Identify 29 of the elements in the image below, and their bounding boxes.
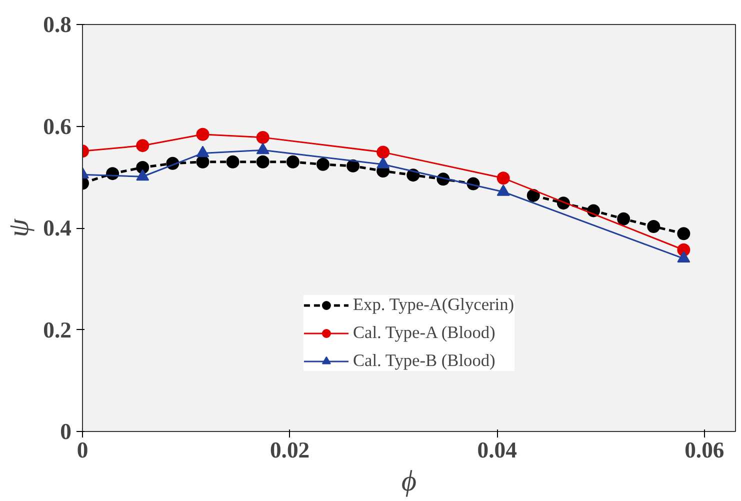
y-axis-title: ψ: [3, 218, 36, 238]
point: [617, 212, 630, 226]
y-tick-label: 0: [60, 419, 72, 444]
x-tick-label: 0.02: [270, 438, 310, 462]
y-tick-label: 0.8: [43, 12, 72, 37]
point: [256, 155, 270, 168]
point: [376, 146, 390, 159]
point: [226, 155, 240, 168]
legend-label: Cal. Type-A (Blood): [352, 323, 496, 343]
x-tick-label: 0.06: [684, 438, 724, 462]
y-tick-label: 0.4: [43, 216, 72, 240]
legend-label: Cal. Type-B (Blood): [352, 351, 496, 371]
point: [196, 128, 210, 141]
point: [196, 155, 210, 168]
legend-label: Exp. Type-A(Glycerin): [352, 295, 514, 315]
x-axis-title: ϕ: [401, 466, 417, 498]
x-tick-label: 0.04: [477, 438, 517, 462]
point: [136, 139, 150, 152]
point: [526, 188, 540, 202]
point: [316, 158, 330, 171]
point: [286, 155, 300, 168]
y-tick-label: 0.2: [43, 317, 72, 342]
point: [346, 159, 360, 172]
y-tick-label: 0.6: [43, 114, 72, 139]
point: [647, 220, 660, 233]
x-tick-label: 0: [76, 438, 88, 462]
point: [496, 172, 510, 185]
point: [677, 227, 690, 240]
point: [256, 130, 270, 144]
